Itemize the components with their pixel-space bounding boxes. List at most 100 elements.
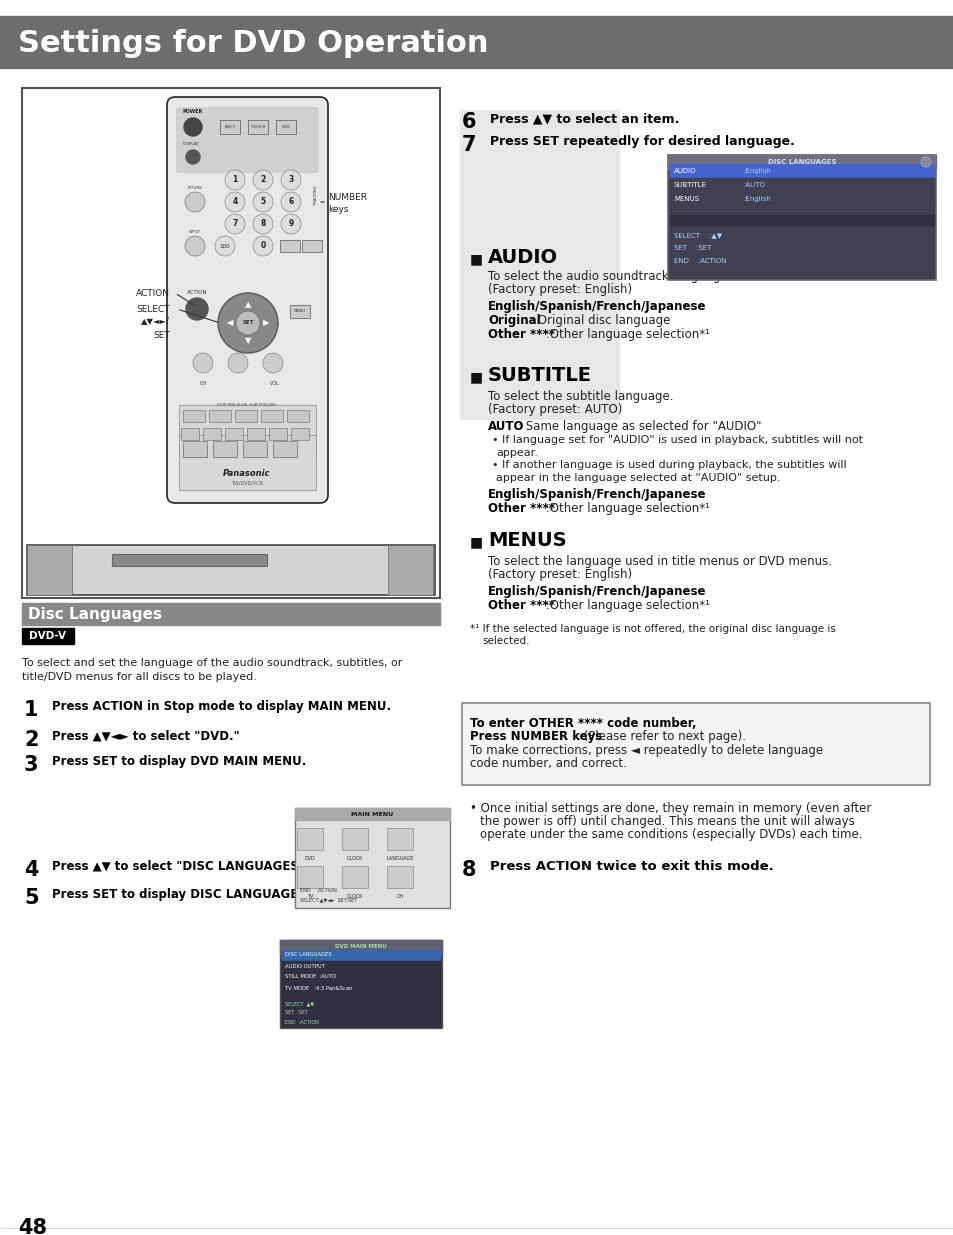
Text: SUBTITLE: SUBTITLE [488, 366, 592, 385]
Text: 1: 1 [24, 700, 38, 720]
Text: Original: Original [488, 314, 540, 327]
Text: appear in the language selected at "AUDIO" setup.: appear in the language selected at "AUDI… [496, 473, 780, 483]
Circle shape [253, 214, 273, 233]
Bar [261, 410, 283, 422]
Circle shape [920, 157, 930, 167]
Bar [282, 983, 439, 993]
Text: English/Spanish/French/Japanese: English/Spanish/French/Japanese [488, 300, 706, 312]
Polygon shape [459, 110, 619, 420]
Bar [388, 545, 433, 595]
Text: keys: keys [328, 205, 348, 215]
Text: 7: 7 [461, 135, 476, 156]
Circle shape [184, 119, 202, 136]
Bar [27, 545, 71, 595]
Text: END    :ACTION: END :ACTION [673, 258, 726, 264]
Text: 100: 100 [219, 243, 230, 248]
Bar [461, 703, 929, 785]
Text: (Factory preset: English): (Factory preset: English) [488, 568, 632, 580]
Bar [27, 545, 435, 595]
Bar [273, 445, 296, 457]
Circle shape [253, 236, 273, 256]
Bar [179, 405, 315, 459]
Text: (Factory preset: AUTO): (Factory preset: AUTO) [488, 403, 621, 416]
Text: 5: 5 [24, 888, 38, 908]
Bar [282, 950, 439, 960]
Circle shape [263, 353, 283, 373]
Bar [669, 164, 933, 177]
Text: AUTO: AUTO [488, 420, 524, 433]
Text: CH: CH [199, 382, 207, 387]
Bar [667, 156, 935, 280]
Text: English/Spanish/French/Japanese: English/Spanish/French/Japanese [488, 585, 706, 598]
Text: To make corrections, press ◄ repeatedly to delete language: To make corrections, press ◄ repeatedly … [470, 743, 822, 757]
Text: • If another language is used during playback, the subtitles will: • If another language is used during pla… [492, 459, 846, 471]
Bar [269, 429, 287, 440]
Text: Panasonic: Panasonic [223, 468, 271, 478]
Text: END  :ACTION: END :ACTION [285, 1020, 318, 1025]
Text: ACTION: ACTION [187, 290, 207, 295]
Text: R-TUNE: R-TUNE [188, 186, 202, 190]
Text: 2: 2 [260, 175, 265, 184]
Text: ■: ■ [470, 252, 482, 266]
Text: AUDIO: AUDIO [488, 248, 558, 267]
Bar [341, 866, 368, 888]
Circle shape [281, 191, 301, 212]
Text: 3: 3 [24, 755, 38, 776]
Bar [294, 808, 450, 820]
Text: 4: 4 [24, 860, 38, 881]
Circle shape [253, 191, 273, 212]
Text: Press SET to display DISC LANGUAGES screen.: Press SET to display DISC LANGUAGES scre… [52, 888, 359, 902]
Bar [183, 445, 207, 457]
Circle shape [228, 353, 248, 373]
Text: DISC LANGUAGES: DISC LANGUAGES [285, 952, 332, 957]
Text: ▲▼◄►/: ▲▼◄►/ [141, 316, 170, 326]
Text: English/Spanish/French/Japanese: English/Spanish/French/Japanese [488, 488, 706, 501]
Text: 4: 4 [233, 198, 237, 206]
Text: SET: SET [242, 321, 253, 326]
Text: Other ****: Other **** [488, 501, 555, 515]
Bar [280, 240, 299, 252]
Bar [280, 940, 441, 1028]
Bar [669, 178, 933, 191]
Text: ■: ■ [470, 535, 482, 550]
Text: the power is off) until changed. This means the unit will always: the power is off) until changed. This me… [479, 815, 854, 827]
Text: POWER: POWER [183, 109, 203, 114]
Text: To select the audio soundtrack language.: To select the audio soundtrack language. [488, 270, 731, 283]
Bar [225, 429, 243, 440]
Text: TRACKING: TRACKING [314, 185, 317, 205]
Bar [183, 410, 205, 422]
Text: :English: :English [742, 196, 770, 203]
Bar [275, 120, 295, 135]
Bar [181, 429, 199, 440]
Bar [282, 961, 439, 971]
Text: To select the subtitle language.: To select the subtitle language. [488, 390, 673, 403]
Text: 8: 8 [461, 860, 476, 881]
Text: INPUT: INPUT [189, 230, 201, 233]
Text: CH: CH [396, 893, 403, 899]
Text: AUDIO: AUDIO [673, 168, 696, 174]
Text: SELECT    :▲▼: SELECT :▲▼ [673, 232, 721, 238]
Text: STOP REW SLOW- PLAY FF/SLOW+: STOP REW SLOW- PLAY FF/SLOW+ [216, 403, 277, 408]
Text: Press ▲▼ to select "DISC LANGUAGES.": Press ▲▼ to select "DISC LANGUAGES." [52, 860, 310, 873]
Text: SELECT: SELECT [136, 305, 170, 314]
Text: TW/DVD/VCR: TW/DVD/VCR [231, 480, 263, 485]
Bar [290, 305, 310, 317]
Bar [273, 441, 296, 457]
Bar [183, 441, 207, 457]
Text: ACTION: ACTION [136, 289, 170, 298]
Text: DVD MAIN MENU: DVD MAIN MENU [335, 945, 387, 950]
Text: : Same language as selected for "AUDIO": : Same language as selected for "AUDIO" [517, 420, 760, 433]
Bar [669, 215, 933, 225]
Text: 7: 7 [233, 220, 237, 228]
Text: : Original disc language: : Original disc language [530, 314, 670, 327]
Text: CLOCK: CLOCK [347, 893, 363, 899]
Text: VOL: VOL [270, 382, 279, 387]
Text: appear.: appear. [496, 448, 537, 458]
Text: :English: :English [742, 168, 770, 174]
Text: ▶: ▶ [262, 319, 269, 327]
Bar [282, 972, 439, 982]
Text: :AUTO: :AUTO [742, 182, 764, 188]
Text: code number, and correct.: code number, and correct. [470, 757, 626, 769]
Text: Press NUMBER keys: Press NUMBER keys [470, 730, 601, 743]
Bar [203, 429, 221, 440]
